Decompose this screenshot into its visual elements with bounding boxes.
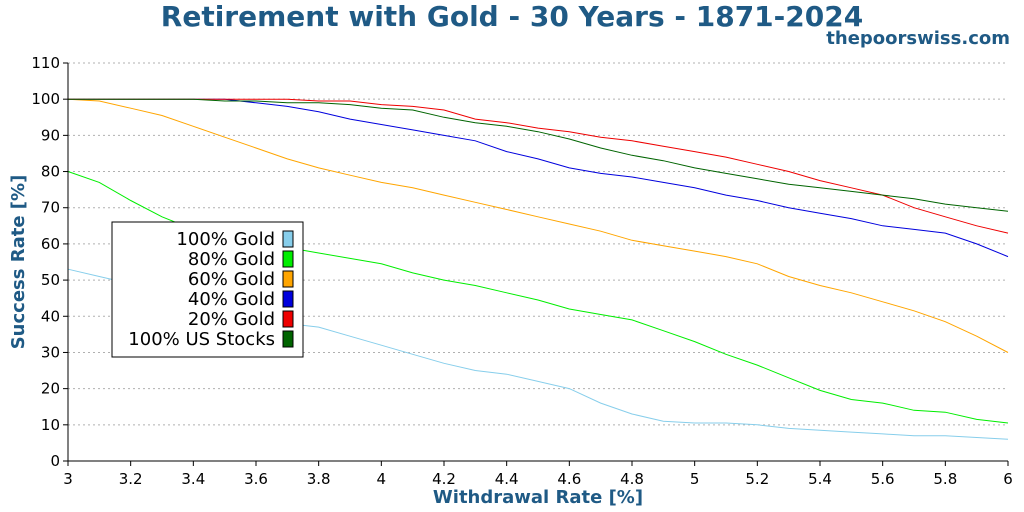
y-tick-label: 70	[41, 199, 60, 217]
y-tick-label: 80	[41, 163, 60, 181]
legend-label: 100% US Stocks	[128, 329, 275, 350]
x-tick-label: 3.6	[244, 470, 268, 488]
x-tick-label: 3.8	[307, 470, 331, 488]
legend-swatch	[282, 330, 294, 348]
x-tick-label: 5.4	[808, 470, 832, 488]
legend-label: 40% Gold	[188, 289, 275, 310]
x-tick-label: 4.8	[620, 470, 644, 488]
watermark: thepoorswiss.com	[826, 28, 1010, 49]
y-tick-label: 10	[41, 416, 60, 434]
y-tick-label: 100	[31, 90, 60, 108]
legend-swatch	[282, 290, 294, 308]
series-line-6	[68, 98, 1009, 212]
x-tick-label: 4.6	[557, 470, 581, 488]
y-tick-label: 30	[41, 343, 60, 361]
chart-title: Retirement with Gold - 30 Years - 1871-2…	[160, 0, 864, 33]
y-tick-label: 0	[50, 452, 60, 470]
x-tick-label: 5.8	[933, 470, 957, 488]
x-tick-label: 3	[63, 470, 73, 488]
y-tick-label: 60	[41, 235, 60, 253]
x-tick-label: 3.2	[119, 470, 143, 488]
series-line-3	[67, 98, 1009, 353]
series-line-5	[68, 98, 1009, 234]
legend-swatch	[282, 250, 294, 268]
legend-box	[111, 221, 304, 358]
legend-swatch	[282, 270, 294, 288]
x-tick-label: 4.4	[495, 470, 519, 488]
x-tick-label: 4.2	[432, 470, 456, 488]
axes	[63, 62, 1009, 466]
x-tick-label: 3.4	[181, 470, 205, 488]
legend-label: 60% Gold	[188, 269, 275, 290]
legend-label: 100% Gold	[176, 229, 275, 250]
x-axis-label: Withdrawal Rate [%]	[433, 487, 643, 508]
y-tick-label: 40	[41, 307, 60, 325]
tick-labels: 0 10 20 30 40 50 60 70 80 90 100 110 3 3.2 3.4 3.6 3.8 4 4…	[31, 54, 1012, 488]
x-tick-label: 5.2	[745, 470, 769, 488]
x-tick-label: 4	[377, 470, 387, 488]
legend-label: 20% Gold	[188, 309, 275, 330]
y-tick-label: 50	[41, 271, 60, 289]
y-axis-label: Success Rate [%]	[8, 175, 29, 350]
legend-swatch	[282, 310, 294, 328]
y-tick-label: 90	[41, 126, 60, 144]
x-tick-label: 6	[1003, 470, 1013, 488]
y-tick-label: 110	[31, 54, 60, 72]
y-tick-label: 20	[41, 380, 60, 398]
legend-swatch	[282, 230, 294, 248]
x-tick-label: 5	[690, 470, 700, 488]
legend-label: 80% Gold	[188, 249, 275, 270]
x-tick-label: 5.6	[871, 470, 895, 488]
